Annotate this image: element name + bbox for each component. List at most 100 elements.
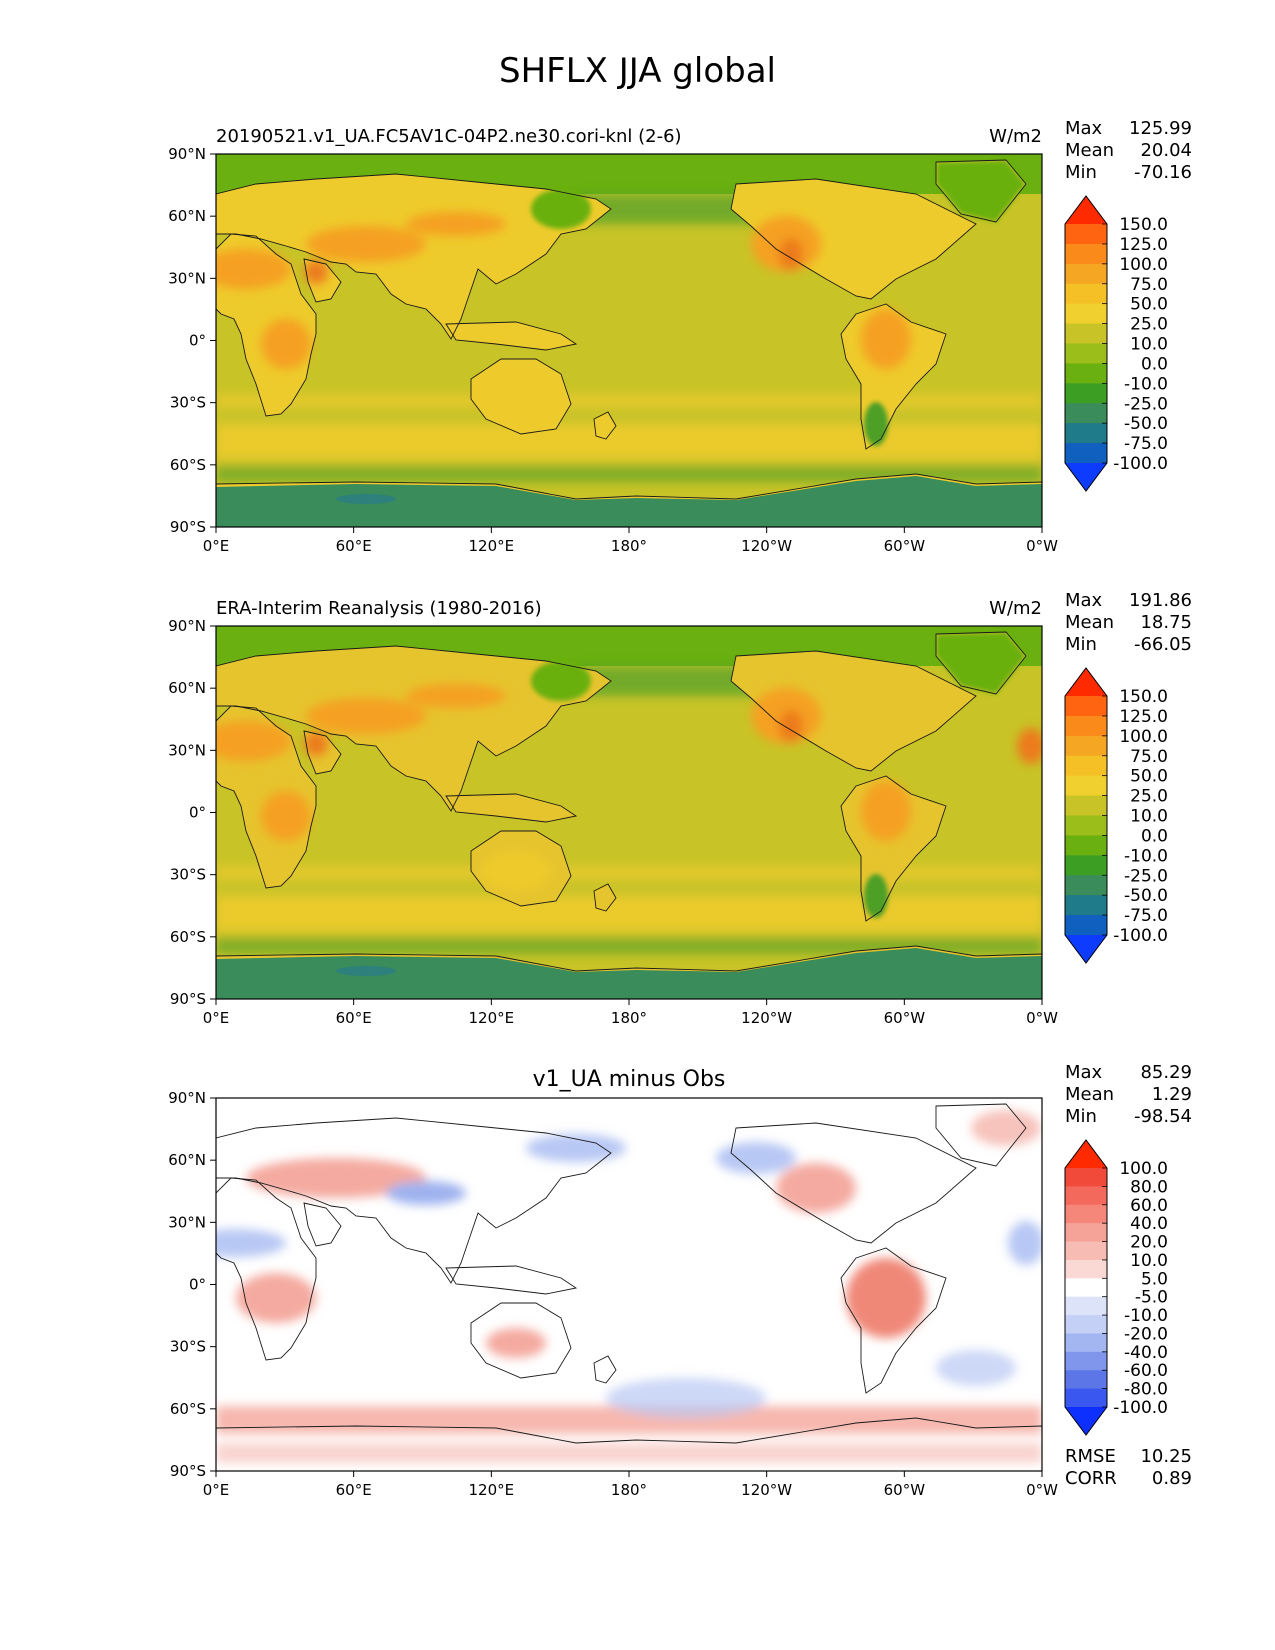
y-tick-label: 90°N: [168, 617, 206, 635]
x-tick-label: 120°W: [741, 1009, 792, 1027]
colorbar-tick-label: 75.0: [1130, 275, 1168, 295]
stat-min-value: -98.54: [1134, 1106, 1192, 1127]
panel-test: 0°E 60°E 120°E 180° 120°W 60°W 0°W 90°N 60°N 30°N…: [168, 118, 1192, 555]
colorbar-segment: [1065, 283, 1107, 305]
y-tick-label: 30°N: [168, 269, 206, 287]
colorbar-segment: [1065, 1259, 1107, 1279]
colorbar-extend-min: [1065, 1407, 1107, 1435]
y-tick-label: 60°S: [170, 456, 206, 474]
x-tick-label: 120°W: [741, 1481, 792, 1499]
colorbar-segment: [1065, 423, 1107, 444]
colorbar-tick-label: 10.0: [1130, 1251, 1168, 1271]
x-tick-label: 120°E: [469, 1481, 515, 1499]
y-tick-label: 90°S: [170, 1462, 206, 1480]
x-tick-label: 0°E: [203, 1009, 230, 1027]
x-tick-label: 180°: [611, 1481, 647, 1499]
x-tick-label: 120°E: [469, 1009, 515, 1027]
colorbar-tick-label: -100.0: [1113, 454, 1168, 474]
colorbar-segment: [1065, 1370, 1107, 1390]
rmse-value: 10.25: [1140, 1446, 1192, 1467]
x-tick-label: 120°E: [469, 537, 515, 555]
colorbar-tick-label: -100.0: [1113, 926, 1168, 946]
stat-min-value: -66.05: [1134, 634, 1192, 655]
colorbar-tick-label: 0.0: [1141, 826, 1168, 846]
y-tick-label: 60°N: [168, 1151, 206, 1169]
colorbar-tick-label: 10.0: [1130, 335, 1168, 355]
colorbar-segment: [1065, 1388, 1107, 1408]
stat-max-value: 85.29: [1140, 1062, 1192, 1083]
x-tick-label: 60°E: [336, 537, 372, 555]
stat-min-value: -70.16: [1134, 162, 1192, 183]
colorbar-tick-label: 80.0: [1130, 1177, 1168, 1197]
map-ref: [216, 626, 1042, 999]
x-tick-label: 60°W: [884, 537, 926, 555]
y-tick-label: 0°: [189, 804, 206, 822]
colorbar-tick-label: -60.0: [1124, 1361, 1168, 1381]
colorbar-tick-label: 100.0: [1119, 255, 1168, 275]
colorbar-tick-label: 25.0: [1130, 315, 1168, 335]
colorbar-segment: [1065, 1315, 1107, 1335]
y-tick-label: 30°N: [168, 1213, 206, 1231]
colorbar-extend-max: [1065, 668, 1107, 696]
stat-max-value: 125.99: [1129, 118, 1192, 139]
colorbar-segment: [1065, 1351, 1107, 1371]
stat-max-value: 191.86: [1129, 590, 1192, 611]
colorbar-segment: [1065, 323, 1107, 345]
y-tick-label: 90°S: [170, 990, 206, 1008]
colorbar-test: 150.0125.0100.075.050.025.010.00.0-10.0-…: [1064, 195, 1168, 492]
colorbar-segment: [1065, 1204, 1107, 1224]
stat-max-label: Max: [1065, 118, 1103, 139]
figure-title: SHFLX JJA global: [499, 51, 776, 91]
x-tick-label: 0°E: [203, 1481, 230, 1499]
stat-mean-value: 1.29: [1152, 1084, 1192, 1105]
colorbar-tick-label: -50.0: [1124, 886, 1168, 906]
panel-title: ERA-Interim Reanalysis (1980-2016): [216, 598, 542, 619]
x-tick-label: 0°W: [1026, 1009, 1058, 1027]
y-tick-label: 30°S: [170, 1338, 206, 1356]
colorbar-tick-label: -20.0: [1124, 1324, 1168, 1344]
x-tick-label: 0°E: [203, 537, 230, 555]
colorbar-segment: [1065, 443, 1107, 464]
colorbar-segment: [1065, 1278, 1107, 1298]
y-tick-label: 90°N: [168, 145, 206, 163]
colorbar-tick-label: 75.0: [1130, 747, 1168, 767]
colorbar-tick-label: 60.0: [1130, 1196, 1168, 1216]
map-test: [216, 154, 1042, 527]
colorbar-tick-label: 40.0: [1130, 1214, 1168, 1234]
colorbar-tick-label: -25.0: [1124, 394, 1168, 414]
units-label: W/m2: [989, 126, 1042, 147]
y-tick-label: 60°N: [168, 679, 206, 697]
colorbar-diff: 100.080.060.040.020.010.05.0-5.0-10.0-20…: [1064, 1139, 1168, 1436]
y-tick-label: 0°: [189, 1276, 206, 1294]
colorbar-segment: [1065, 775, 1107, 797]
colorbar-segment: [1065, 895, 1107, 916]
colorbar-segment: [1065, 403, 1107, 424]
colorbar-tick-label: -10.0: [1124, 374, 1168, 394]
x-tick-label: 120°W: [741, 537, 792, 555]
y-tick-label: 30°S: [170, 394, 206, 412]
colorbar-segment: [1065, 755, 1107, 777]
colorbar-segment: [1065, 915, 1107, 936]
colorbar-segment: [1065, 715, 1107, 737]
colorbar-tick-label: -100.0: [1113, 1398, 1168, 1418]
x-tick-label: 60°E: [336, 1481, 372, 1499]
colorbar-tick-label: 125.0: [1119, 235, 1168, 255]
stat-max-label: Max: [1065, 1062, 1103, 1083]
colorbar-extend-max: [1065, 196, 1107, 224]
colorbar-segment: [1065, 1186, 1107, 1206]
colorbar-tick-label: -80.0: [1124, 1380, 1168, 1400]
stat-min-label: Min: [1065, 162, 1097, 183]
colorbar-tick-label: 0.0: [1141, 354, 1168, 374]
colorbar-segment: [1065, 343, 1107, 365]
colorbar-tick-label: 10.0: [1130, 807, 1168, 827]
colorbar-segment: [1065, 855, 1107, 876]
colorbar-segment: [1065, 696, 1107, 717]
stat-min-label: Min: [1065, 1106, 1097, 1127]
panels: 0°E 60°E 120°E 180° 120°W 60°W 0°W 90°N 60°N 30°N…: [168, 118, 1192, 1499]
colorbar-ref: 150.0125.0100.075.050.025.010.00.0-10.0-…: [1064, 667, 1168, 964]
colorbar-segment: [1065, 363, 1107, 384]
x-tick-label: 0°W: [1026, 1481, 1058, 1499]
colorbar-segment: [1065, 243, 1107, 265]
colorbar-segment: [1065, 1168, 1107, 1187]
colorbar-tick-label: 25.0: [1130, 787, 1168, 807]
